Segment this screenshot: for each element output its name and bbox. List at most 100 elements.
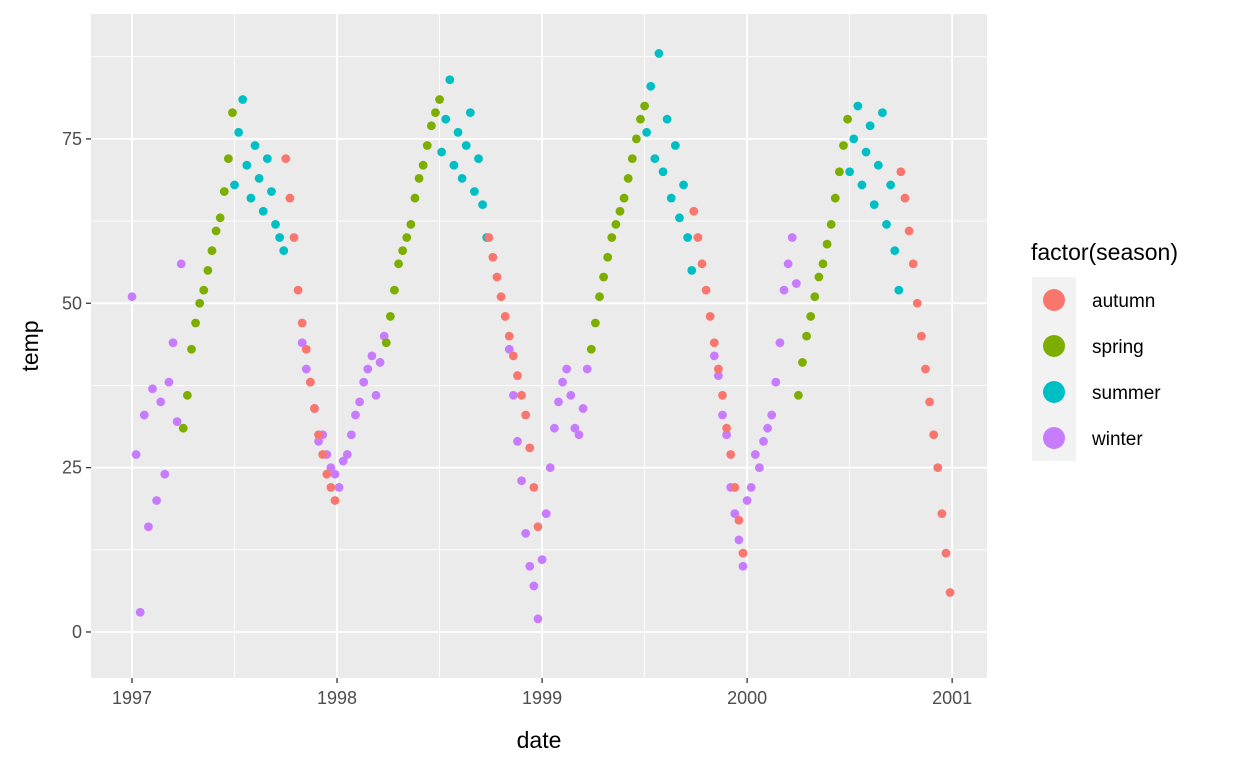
point-winter [301,364,311,374]
point-autumn [908,259,918,269]
legend-item-spring: spring [1032,323,1144,369]
point-spring [586,344,596,354]
point-spring [435,95,444,104]
point-autumn [521,410,531,420]
point-spring [640,101,649,111]
point-autumn [529,482,539,492]
point-summer [683,233,693,242]
point-winter [367,351,377,361]
data-points [127,49,955,624]
point-winter [508,390,518,400]
point-winter [549,423,559,433]
point-winter [558,377,567,387]
y-axis-title: temp [17,320,43,371]
point-winter [709,351,719,361]
legend-key-spring [1043,335,1065,357]
point-summer [869,200,879,210]
point-summer [230,180,239,190]
point-winter [787,233,797,242]
point-summer [861,147,871,157]
point-spring [603,252,613,262]
point-spring [414,173,424,183]
point-winter [355,397,364,407]
point-winter [722,430,732,440]
point-spring [814,272,824,282]
point-winter [127,292,137,302]
point-autumn [726,450,736,459]
point-spring [636,114,645,124]
point-spring [806,312,816,321]
point-spring [793,390,803,400]
point-spring [810,292,820,302]
point-autumn [722,423,732,433]
point-winter [541,509,551,519]
point-autumn [326,482,336,492]
legend: factor(season) autumn spring summer winter [1031,239,1178,461]
point-summer [679,180,688,190]
point-autumn [508,351,518,361]
point-spring [406,219,416,229]
series-autumn [281,154,955,597]
point-autumn [896,167,906,177]
x-axis: 1997 1998 1999 2000 2001 [112,678,972,708]
point-winter [351,410,360,420]
point-autumn [500,312,510,321]
point-summer [267,187,276,196]
point-autumn [937,509,947,519]
point-summer [457,173,467,183]
point-winter [775,338,785,348]
point-autumn [945,588,955,597]
point-summer [246,193,256,203]
point-winter [156,397,166,407]
point-spring [422,141,432,150]
point-spring [826,219,836,229]
point-spring [178,423,188,433]
point-winter [574,430,584,440]
point-autumn [297,318,307,328]
point-winter [330,469,340,479]
legend-label-summer: summer [1092,383,1161,404]
point-winter [297,338,307,348]
x-tick-label: 1998 [317,688,357,708]
point-winter [131,450,141,459]
point-spring [802,331,811,341]
point-spring [228,108,237,118]
legend-label-spring: spring [1092,337,1144,358]
point-summer [894,285,904,295]
legend-item-winter: winter [1032,415,1143,461]
point-summer [238,95,248,104]
point-autumn [314,430,323,440]
point-winter [730,509,740,519]
point-winter [738,561,748,571]
point-summer [449,160,459,170]
point-winter [734,535,744,545]
point-winter [359,377,369,387]
point-spring [410,193,420,203]
point-autumn [718,390,727,400]
legend-label-winter: winter [1091,429,1143,450]
point-summer [242,160,252,170]
point-winter [537,555,547,565]
point-spring [822,239,832,249]
point-spring [402,233,412,242]
point-autumn [921,364,930,374]
point-summer [845,167,855,177]
point-winter [582,364,592,374]
point-summer [234,127,244,137]
point-winter [521,528,531,538]
point-summer [250,141,260,150]
point-spring [211,226,221,236]
point-spring [431,108,440,118]
point-spring [619,193,629,203]
point-spring [595,292,604,302]
point-spring [187,344,196,354]
point-autumn [738,548,748,558]
point-autumn [730,482,740,492]
point-winter [334,482,344,492]
point-autumn [517,390,526,400]
point-spring [607,233,617,242]
plot-panel [91,14,987,678]
point-autumn [318,450,328,459]
point-winter [342,450,352,459]
point-autumn [709,338,719,348]
